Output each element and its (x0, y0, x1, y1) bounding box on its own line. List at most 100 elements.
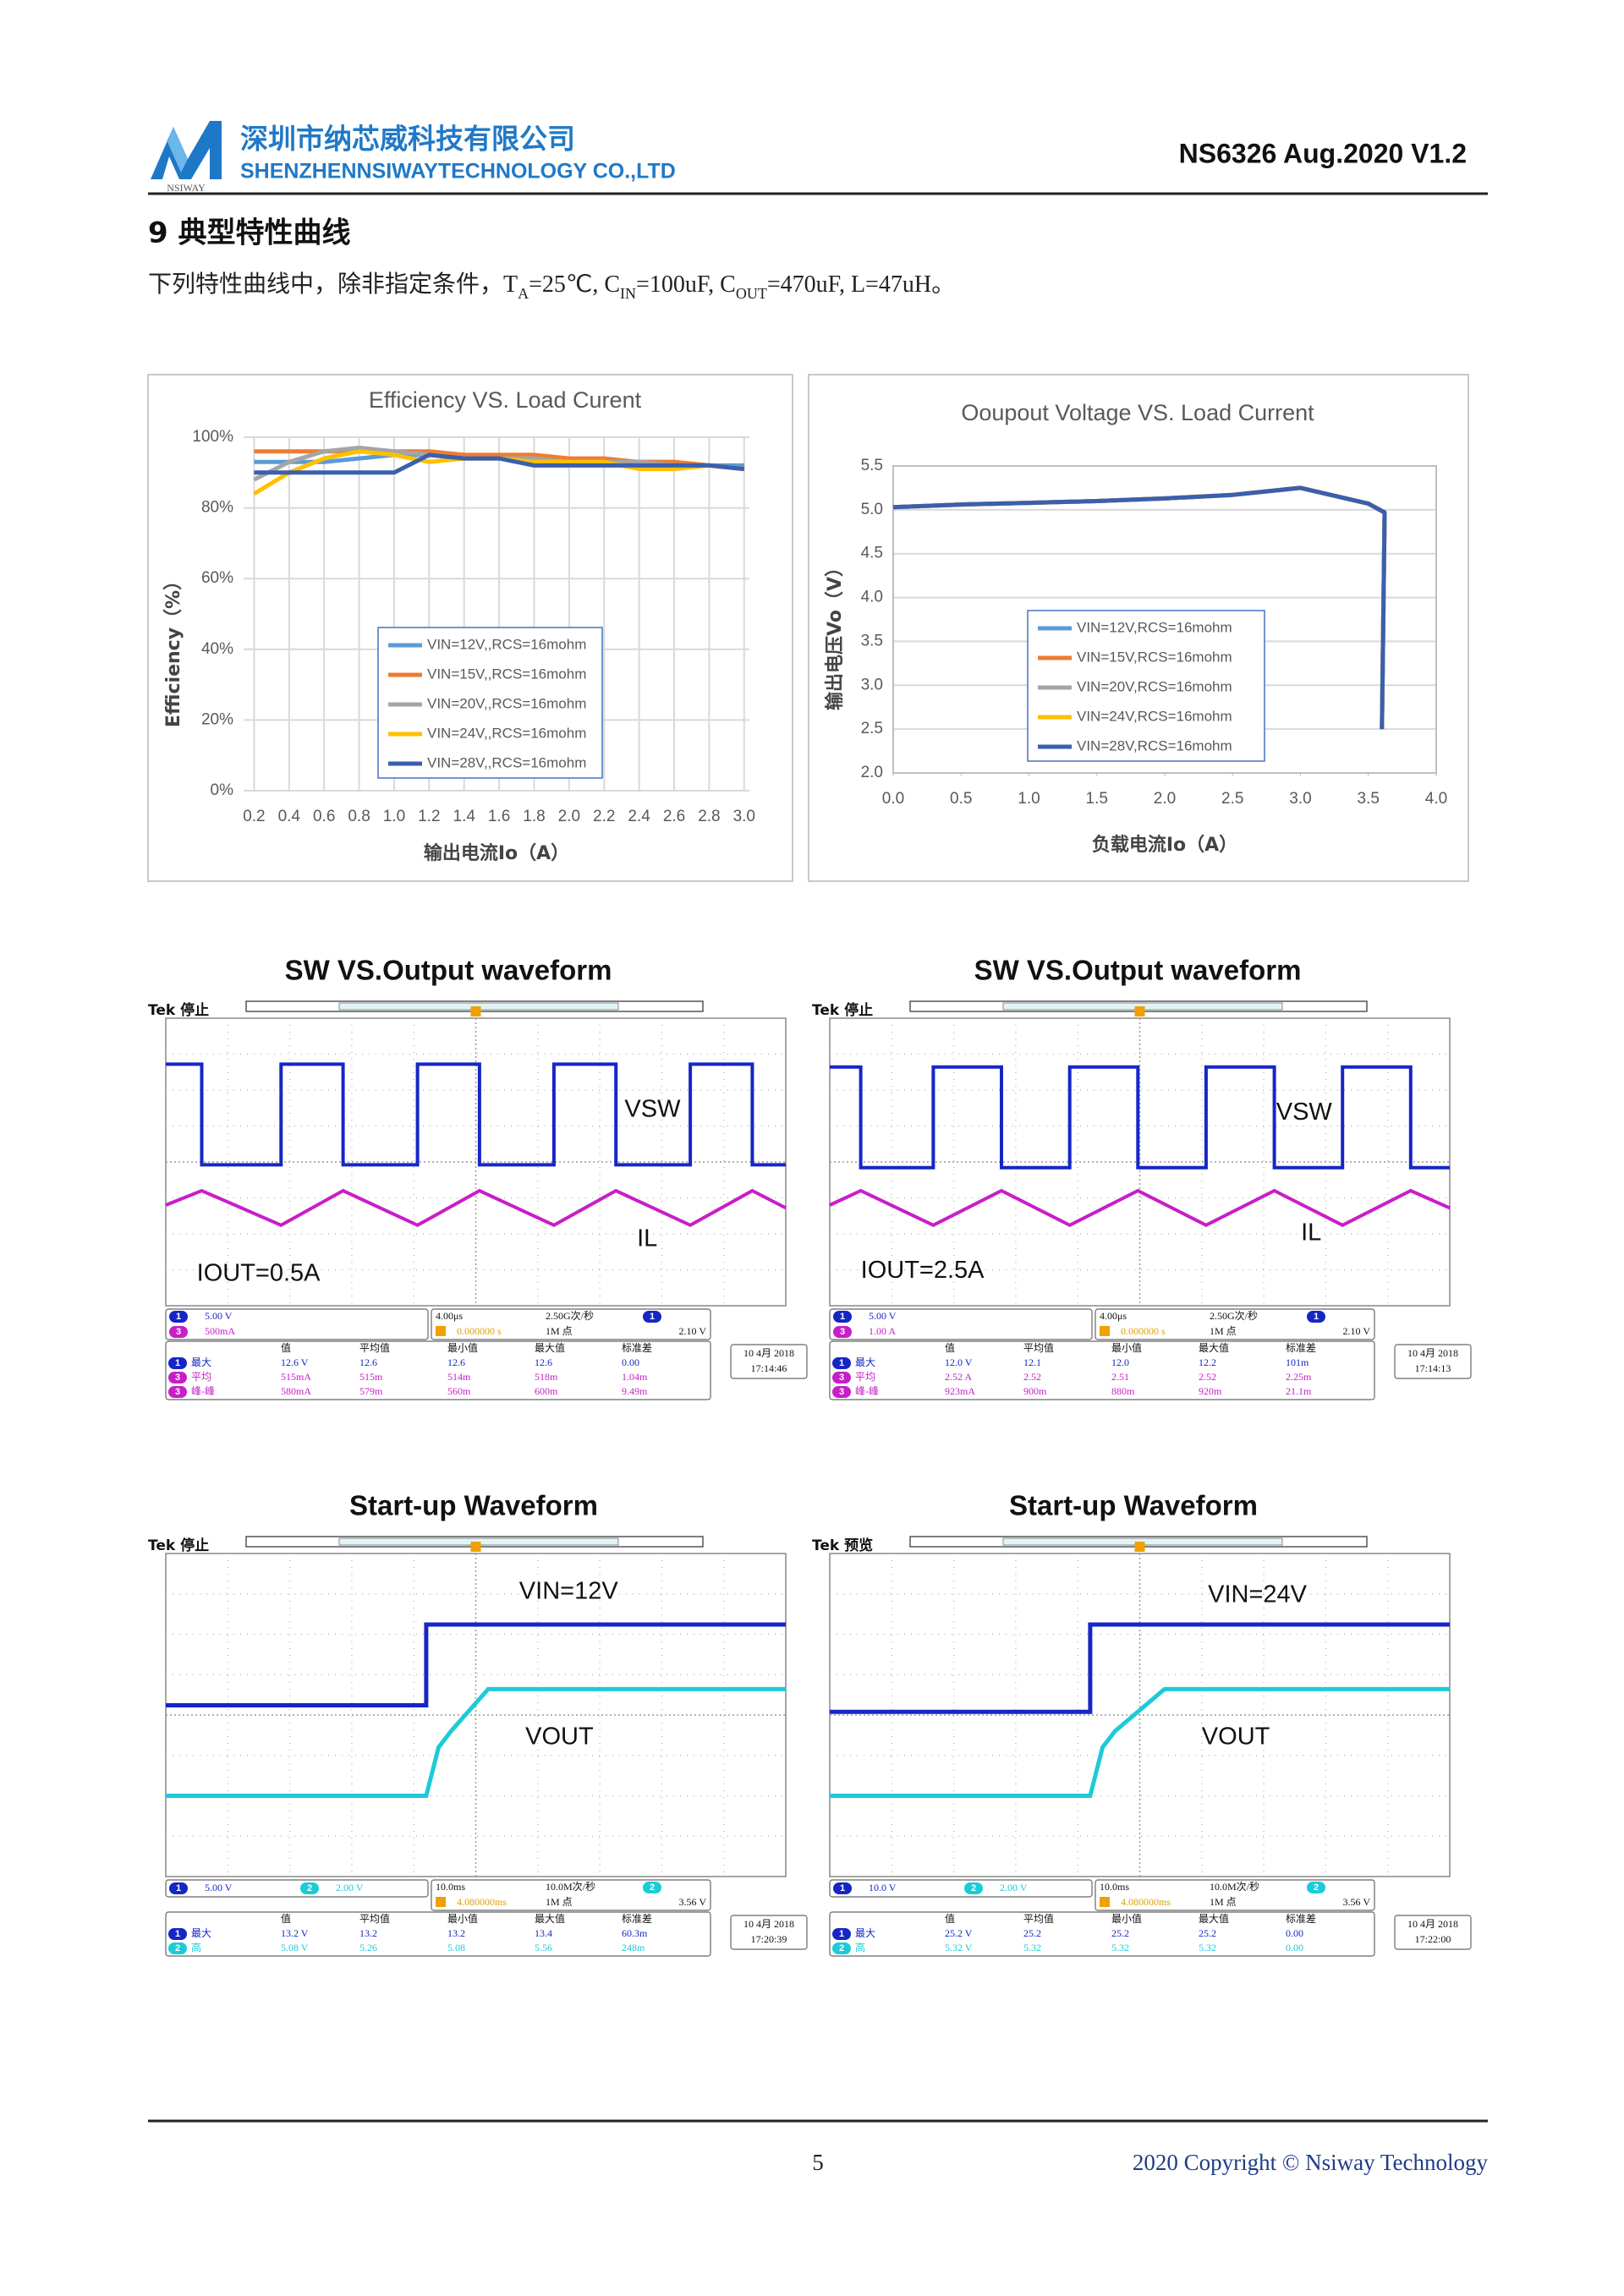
legend-label: VIN=20V,,RCS=16mohm (427, 695, 586, 711)
measure-value: 13.2 (447, 1927, 465, 1939)
trace-vin (830, 1622, 1450, 1714)
sample-rate: 2.50G次/秒 (1210, 1310, 1258, 1322)
measure-value: 101m (1286, 1356, 1309, 1368)
measure-value: 12.0 V (945, 1356, 973, 1368)
trigger-marker (470, 1006, 481, 1016)
legend-label: VIN=28V,RCS=16mohm (1077, 737, 1232, 753)
trace-label: VIN=12V (519, 1577, 619, 1604)
measure-header: 最大值 (535, 1341, 565, 1354)
measure-header: 平均值 (359, 1341, 390, 1354)
measure-header: 平均值 (1023, 1912, 1054, 1925)
measure-box (165, 1911, 711, 1957)
x-tick-label: 0.0 (882, 790, 904, 808)
measure-name: 高 (191, 1941, 201, 1954)
channel-number: 2 (175, 1943, 180, 1954)
trace-sw (830, 1065, 1450, 1170)
y-tick-label: 80% (201, 499, 233, 517)
copyright: 2020 Copyright © Nsiway Technology (1133, 2150, 1489, 2175)
trace-label: VSW (1276, 1099, 1333, 1126)
trigger-badge (436, 1897, 446, 1907)
measure-value: 12.6 (447, 1356, 465, 1368)
channel-scale: 5.00 V (869, 1310, 897, 1322)
trace-label: VOUT (525, 1723, 594, 1750)
measure-header: 最大值 (1199, 1912, 1229, 1925)
y-tick-label: 60% (201, 569, 233, 587)
scope-status: Tek 预览 (812, 1537, 873, 1554)
measure-value: 560m (447, 1385, 471, 1397)
measure-value: 923mA (945, 1385, 975, 1397)
channel-number: 2 (971, 1883, 976, 1893)
trace-label: VIN=24V (1208, 1581, 1308, 1608)
time: 17:20:39 (751, 1933, 787, 1945)
trace-label: IL (1301, 1219, 1321, 1247)
trace-label: IOUT=2.5A (861, 1257, 985, 1284)
scope-status: Tek 停止 (148, 1537, 209, 1554)
y-axis-title: Efficiency（%） (163, 572, 184, 727)
y-tick-label: 3.0 (861, 676, 883, 693)
channel-box (165, 1308, 429, 1340)
date-box (730, 1344, 808, 1379)
scope-heading: Start-up Waveform (1009, 1490, 1258, 1521)
channel-scale: 1.00 A (869, 1325, 896, 1337)
x-tick-label: 2.6 (663, 808, 685, 825)
channel-badge (832, 1943, 851, 1954)
legend-label: VIN=24V,RCS=16mohm (1077, 708, 1232, 724)
trigger-marker (1134, 1006, 1145, 1016)
measure-value: 579m (359, 1385, 383, 1397)
time: 17:14:13 (1415, 1362, 1451, 1374)
y-tick-label: 4.5 (861, 545, 883, 562)
channel-number: 3 (176, 1327, 181, 1337)
channel-box (829, 1879, 1093, 1898)
chart: Efficiency VS. Load Curent 输出电流Io（A） Effic… (147, 374, 793, 882)
timebase: 4.00μs (436, 1310, 463, 1322)
trace-il (829, 1188, 1451, 1228)
channel-badge (833, 1882, 852, 1894)
channel-number: 1 (1314, 1312, 1319, 1322)
channel-scale: 2.00 V (336, 1882, 364, 1893)
date-box (1394, 1915, 1472, 1950)
measure-value: 1.04m (622, 1371, 648, 1383)
measure-value: 514m (447, 1371, 471, 1383)
measure-value: 920m (1199, 1385, 1222, 1397)
channel-badge (643, 1882, 661, 1893)
legend-label: VIN=20V,RCS=16mohm (1077, 678, 1232, 694)
timebase: 10.0ms (436, 1881, 465, 1893)
measure-name: 最大 (855, 1356, 875, 1368)
measure-box (165, 1340, 711, 1400)
record-points: 1M 点 (1210, 1325, 1237, 1337)
date-box (1394, 1344, 1472, 1379)
y-tick-label: 2.5 (861, 720, 883, 737)
measure-value: 12.6 (359, 1356, 377, 1368)
measure-name: 峰-峰 (191, 1385, 215, 1397)
intro-text: =100uF, C (636, 271, 736, 298)
y-axis-title: 输出电压Vo（V） (824, 558, 846, 710)
channel-number: 1 (176, 1883, 181, 1893)
measure-value: 5.26 (359, 1942, 377, 1954)
measure-header: 平均值 (1023, 1341, 1054, 1354)
legend-label: VIN=28V,,RCS=16mohm (427, 754, 586, 770)
scope-status: Tek 停止 (148, 1001, 209, 1019)
measure-value: 5.32 V (945, 1942, 973, 1954)
legend-label: VIN=15V,RCS=16mohm (1077, 649, 1232, 665)
x-tick-label: 2.0 (1154, 790, 1176, 808)
channel-badge (168, 1943, 187, 1954)
time: 17:22:00 (1415, 1933, 1451, 1945)
y-tick-label: 5.5 (861, 457, 883, 474)
subscript: OUT (736, 285, 767, 302)
date: 10 4月 2018 (743, 1918, 794, 1930)
trace-label: IL (637, 1225, 657, 1252)
channel-box (165, 1879, 429, 1898)
sample-rate: 10.0M次/秒 (1210, 1881, 1259, 1893)
intro-text: =470uF, L=47uH。 (767, 271, 955, 298)
x-tick-label: 0.4 (278, 808, 301, 825)
measure-value: 515mA (281, 1371, 311, 1383)
x-tick-label: 3.5 (1358, 790, 1380, 808)
measure-value: 12.2 (1199, 1356, 1216, 1368)
measure-value: 12.0 (1111, 1356, 1129, 1368)
logo-text: NSIWAY (167, 182, 206, 194)
channel-scale: 5.00 V (205, 1882, 233, 1893)
measure-value: 900m (1023, 1385, 1047, 1397)
intro-text: 下列特性曲线中，除非指定条件，T (148, 271, 518, 298)
measure-value: 2.51 (1111, 1371, 1129, 1383)
